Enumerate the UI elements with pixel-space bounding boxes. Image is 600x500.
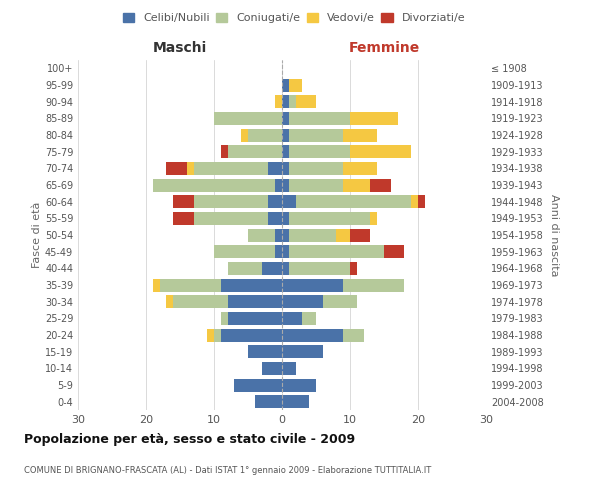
Bar — [289, 128, 343, 141]
Bar — [350, 145, 411, 158]
Bar — [282, 395, 309, 408]
Bar — [282, 378, 316, 392]
Bar — [343, 128, 377, 141]
Bar — [282, 328, 343, 342]
Bar — [207, 328, 214, 342]
Bar — [282, 228, 289, 241]
Text: Maschi: Maschi — [153, 41, 207, 55]
Bar — [282, 112, 289, 125]
Bar — [370, 178, 391, 192]
Bar — [214, 245, 275, 258]
Bar — [262, 362, 282, 375]
Bar — [262, 262, 282, 275]
Bar — [296, 195, 411, 208]
Bar — [289, 212, 370, 225]
Bar — [173, 295, 227, 308]
Bar — [275, 245, 282, 258]
Bar — [282, 178, 289, 192]
Bar — [221, 278, 282, 291]
Bar — [282, 212, 289, 225]
Bar — [255, 395, 282, 408]
Bar — [289, 112, 350, 125]
Bar — [343, 278, 404, 291]
Bar — [214, 328, 221, 342]
Bar — [350, 262, 357, 275]
Bar — [235, 378, 282, 392]
Bar — [187, 162, 194, 175]
Bar — [350, 112, 398, 125]
Bar — [289, 228, 337, 241]
Bar — [221, 312, 227, 325]
Bar — [296, 95, 316, 108]
Bar — [282, 95, 289, 108]
Bar — [282, 295, 323, 308]
Bar — [275, 228, 282, 241]
Bar — [282, 362, 296, 375]
Bar — [302, 312, 316, 325]
Bar — [384, 245, 404, 258]
Legend: Celibi/Nubili, Coniugati/e, Vedovi/e, Divorziati/e: Celibi/Nubili, Coniugati/e, Vedovi/e, Di… — [118, 8, 470, 28]
Bar — [282, 162, 289, 175]
Bar — [268, 195, 282, 208]
Bar — [282, 145, 289, 158]
Bar — [282, 345, 323, 358]
Bar — [160, 278, 221, 291]
Bar — [166, 162, 187, 175]
Bar — [289, 95, 296, 108]
Bar — [370, 212, 377, 225]
Bar — [275, 178, 282, 192]
Bar — [227, 145, 282, 158]
Bar — [194, 212, 268, 225]
Bar — [275, 95, 282, 108]
Bar — [282, 245, 289, 258]
Bar — [248, 228, 275, 241]
Bar — [248, 128, 282, 141]
Bar — [323, 295, 357, 308]
Bar — [227, 295, 282, 308]
Bar — [166, 295, 173, 308]
Text: Femmine: Femmine — [349, 41, 419, 55]
Bar — [418, 195, 425, 208]
Bar — [289, 262, 350, 275]
Bar — [289, 145, 350, 158]
Bar — [194, 162, 268, 175]
Bar — [227, 312, 282, 325]
Bar — [153, 178, 275, 192]
Text: COMUNE DI BRIGNANO-FRASCATA (AL) - Dati ISTAT 1° gennaio 2009 - Elaborazione TUT: COMUNE DI BRIGNANO-FRASCATA (AL) - Dati … — [24, 466, 431, 475]
Bar — [350, 228, 370, 241]
Bar — [282, 78, 289, 92]
Bar — [289, 178, 343, 192]
Bar — [343, 162, 377, 175]
Bar — [289, 78, 302, 92]
Bar — [282, 195, 296, 208]
Bar — [153, 278, 160, 291]
Y-axis label: Anni di nascita: Anni di nascita — [549, 194, 559, 276]
Bar — [289, 245, 384, 258]
Bar — [268, 162, 282, 175]
Bar — [173, 195, 194, 208]
Bar — [241, 128, 248, 141]
Bar — [282, 312, 302, 325]
Bar — [221, 328, 282, 342]
Bar — [214, 112, 282, 125]
Bar — [194, 195, 268, 208]
Text: Popolazione per età, sesso e stato civile - 2009: Popolazione per età, sesso e stato civil… — [24, 432, 355, 446]
Bar — [289, 162, 343, 175]
Bar — [248, 345, 282, 358]
Bar — [282, 262, 289, 275]
Bar — [343, 328, 364, 342]
Bar — [282, 278, 343, 291]
Bar — [227, 262, 262, 275]
Y-axis label: Fasce di età: Fasce di età — [32, 202, 42, 268]
Bar — [268, 212, 282, 225]
Bar — [221, 145, 227, 158]
Bar — [343, 178, 370, 192]
Bar — [282, 128, 289, 141]
Bar — [173, 212, 194, 225]
Bar — [337, 228, 350, 241]
Bar — [411, 195, 418, 208]
